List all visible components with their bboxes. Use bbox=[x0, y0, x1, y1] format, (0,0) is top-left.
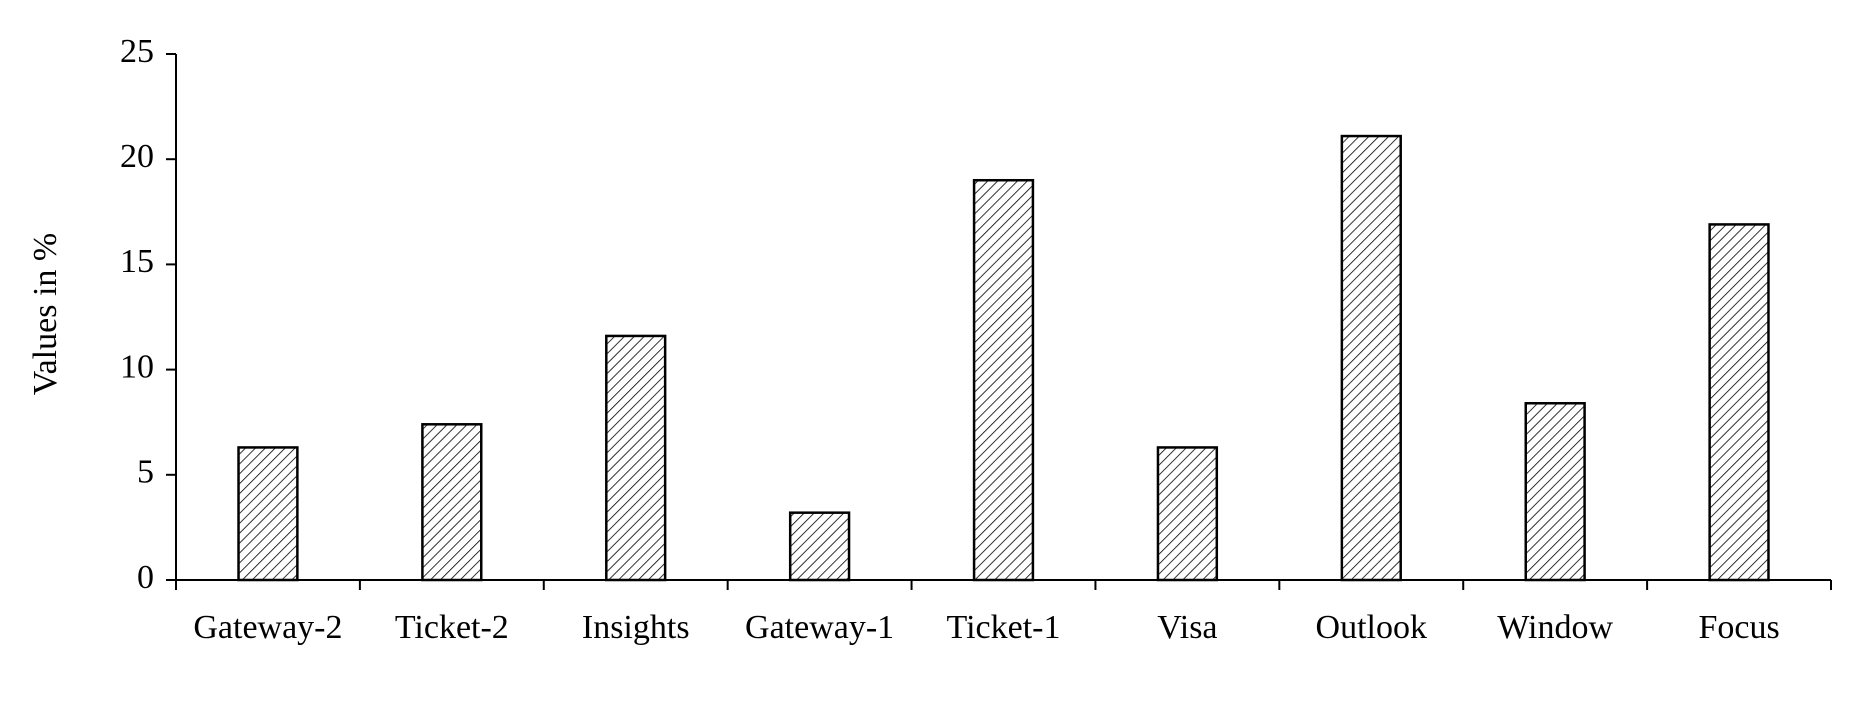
bar bbox=[1524, 402, 1586, 582]
y-tick-label: 5 bbox=[137, 454, 154, 491]
x-tick-label: Outlook bbox=[1316, 609, 1427, 646]
x-tick-label: Insights bbox=[582, 609, 690, 646]
x-tick-label: Window bbox=[1497, 609, 1613, 646]
y-tick-label: 25 bbox=[120, 33, 154, 70]
bar bbox=[1708, 223, 1770, 582]
x-tick-label: Focus bbox=[1698, 609, 1779, 646]
x-tick-label: Gateway-2 bbox=[193, 609, 342, 646]
bar bbox=[972, 178, 1035, 582]
x-tick-label: Gateway-1 bbox=[745, 609, 894, 646]
bar bbox=[1340, 134, 1402, 582]
x-tick-label: Visa bbox=[1157, 609, 1217, 646]
y-axis-label: Values in % bbox=[27, 233, 64, 395]
x-tick-label: Ticket-2 bbox=[395, 609, 509, 646]
y-tick-label: 0 bbox=[137, 559, 154, 596]
bar bbox=[788, 511, 851, 582]
y-tick-label: 20 bbox=[120, 138, 154, 175]
y-tick-label: 15 bbox=[120, 243, 154, 280]
bar bbox=[237, 446, 299, 582]
bar bbox=[1156, 446, 1219, 582]
x-tick-label: Ticket-1 bbox=[947, 609, 1061, 646]
bar bbox=[421, 423, 483, 582]
y-tick-label: 10 bbox=[120, 348, 154, 385]
bar bbox=[605, 334, 667, 582]
